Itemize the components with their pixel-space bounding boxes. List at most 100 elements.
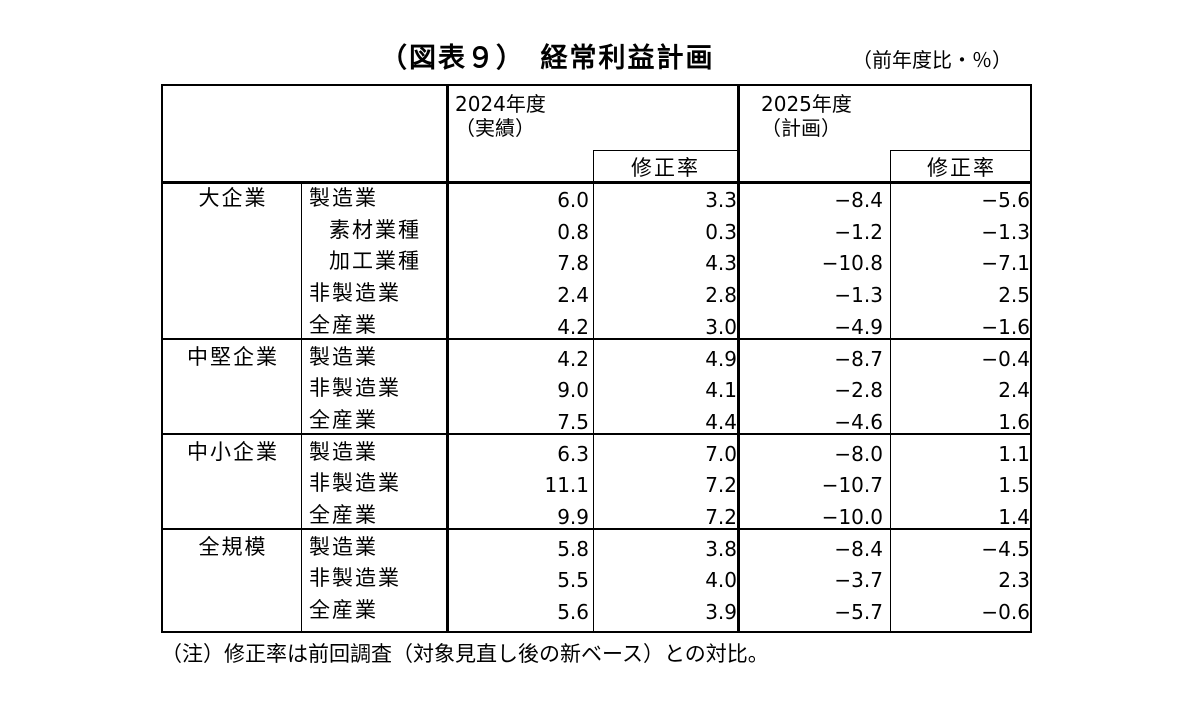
cell-fy2024-value: 6.3 [557, 441, 589, 466]
table-row: 全産業 4.2 3.0 −4.9 −1.6 [163, 310, 1030, 341]
row-industry-label: 非製造業 [309, 376, 401, 401]
row-industry-label: 製造業 [309, 534, 378, 559]
cell-fy2025-revision: −0.6 [981, 600, 1030, 625]
cell-fy2025-revision: −0.4 [981, 346, 1030, 371]
cell-fy2025-value: −1.2 [834, 219, 883, 244]
table-row: 全規模 製造業 5.8 3.8 −8.4 −4.5 [163, 532, 1031, 563]
divider-label-2024 [446, 86, 449, 631]
cell-fy2025-revision: 1.5 [998, 473, 1030, 498]
table-row: 全産業 7.5 4.4 −4.6 1.6 [163, 405, 1030, 436]
divider-header-body [163, 181, 1030, 184]
cell-fy2025-revision: 2.3 [998, 568, 1030, 593]
cell-fy2024-value: 6.0 [557, 188, 589, 212]
row-industry-label: 加工業種 [329, 249, 421, 274]
cell-fy2025-revision: −1.3 [981, 219, 1030, 244]
cell-fy2024-revision: 7.0 [705, 441, 737, 466]
row-industry-label: 全産業 [309, 503, 378, 527]
row-industry-label: 非製造業 [309, 471, 401, 496]
cell-fy2024-value: 5.8 [557, 536, 589, 561]
row-group-label: 中小企業 [187, 439, 279, 464]
table-row: 中堅企業 製造業 4.2 4.9 −8.7 −0.4 [163, 342, 1030, 373]
cell-fy2025-revision: −5.6 [981, 188, 1030, 212]
cell-fy2024-revision: 4.9 [705, 346, 737, 371]
cell-fy2024-revision: 0.3 [705, 219, 737, 244]
cell-fy2025-value: −2.8 [834, 378, 883, 403]
divider-group-mid [163, 433, 1030, 435]
divider-2024-rev [593, 150, 594, 631]
cell-fy2024-value: 7.5 [557, 409, 589, 434]
unit-label: （前年度比・％） [852, 48, 1012, 72]
cell-fy2024-revision: 7.2 [705, 505, 737, 529]
cell-fy2025-value: −5.7 [834, 600, 883, 625]
cell-fy2024-value: 7.8 [557, 251, 589, 276]
cell-fy2025-value: −4.6 [834, 409, 883, 434]
cell-fy2024-revision: 3.9 [705, 600, 737, 625]
table-row: 中小企業 製造業 6.3 7.0 −8.0 1.1 [163, 437, 1030, 468]
divider-group-label [301, 183, 302, 631]
row-group-label: 全規模 [198, 534, 268, 559]
profit-plan-table: 2024年度 （実績） 2025年度 （計画） 修正率 修正率 大企業 製造業 6.… [161, 84, 1032, 633]
table-row: 非製造業 5.5 4.0 −3.7 2.3 [163, 563, 1030, 594]
row-group-label: 中堅企業 [187, 344, 279, 369]
cell-fy2024-revision: 2.8 [705, 283, 737, 308]
cell-fy2025-revision: −7.1 [981, 251, 1030, 276]
cell-fy2024-revision: 3.0 [705, 314, 737, 339]
row-industry-label: 全産業 [309, 598, 378, 623]
cell-fy2024-value: 0.8 [557, 219, 589, 244]
divider-rev-header-2024 [593, 150, 738, 151]
row-industry-label: 全産業 [309, 312, 378, 337]
cell-fy2024-revision: 3.3 [705, 188, 737, 212]
cell-fy2025-value: −10.7 [821, 473, 883, 498]
cell-fy2025-revision: 2.4 [998, 378, 1030, 403]
divider-rev-header-2025 [890, 150, 1030, 151]
cell-fy2025-value: −10.0 [821, 505, 883, 529]
cell-fy2024-value: 5.5 [557, 568, 589, 593]
cell-fy2025-value: −8.0 [834, 441, 883, 466]
cell-fy2025-value: −3.7 [834, 568, 883, 593]
cell-fy2024-value: 4.2 [557, 314, 589, 339]
header-fy2024-year: 2024年度 [455, 92, 546, 116]
table-row: 大企業 製造業 6.0 3.3 −8.4 −5.6 [163, 183, 1031, 214]
cell-fy2025-value: −1.3 [834, 283, 883, 308]
table-row: 加工業種 7.8 4.3 −10.8 −7.1 [163, 246, 1030, 277]
row-group-label: 大企業 [198, 186, 268, 210]
cell-fy2025-value: −10.8 [821, 251, 883, 276]
table-row: 非製造業 11.1 7.2 −10.7 1.5 [163, 468, 1030, 499]
cell-fy2025-revision: 1.6 [998, 409, 1030, 434]
cell-fy2024-value: 9.0 [557, 378, 589, 403]
header-fy2024-actual: （実績） [455, 116, 535, 140]
divider-group-small [163, 528, 1030, 530]
cell-fy2025-revision: 1.4 [998, 505, 1030, 529]
row-industry-label: 素材業種 [329, 217, 421, 242]
cell-fy2024-value: 5.6 [557, 600, 589, 625]
header-fy2025: 2025年度 （計画） [761, 92, 852, 140]
table-row: 全産業 9.9 7.2 −10.0 1.4 [163, 500, 1030, 531]
cell-fy2024-value: 11.1 [544, 473, 589, 498]
row-industry-label: 製造業 [309, 344, 378, 369]
cell-fy2024-revision: 4.4 [705, 409, 737, 434]
cell-fy2024-revision: 4.1 [705, 378, 737, 403]
cell-fy2025-value: −8.4 [834, 536, 883, 561]
cell-fy2024-value: 4.2 [557, 346, 589, 371]
row-industry-label: 非製造業 [309, 281, 401, 306]
cell-fy2025-revision: −1.6 [981, 314, 1030, 339]
table-row: 非製造業 2.4 2.8 −1.3 2.5 [163, 278, 1030, 309]
row-industry-label: 全産業 [309, 407, 378, 432]
cell-fy2025-revision: 2.5 [998, 283, 1030, 308]
table-row: 全産業 5.6 3.9 −5.7 −0.6 [163, 595, 1030, 626]
cell-fy2025-value: −8.4 [834, 188, 883, 212]
table-row: 非製造業 9.0 4.1 −2.8 2.4 [163, 373, 1030, 404]
header-revision-2024: 修正率 [631, 156, 700, 180]
divider-2025-rev [890, 150, 891, 631]
page-title: （図表９） 経常利益計画 [380, 43, 715, 74]
header-fy2024: 2024年度 （実績） [455, 92, 546, 140]
header-fy2025-plan: （計画） [761, 116, 841, 140]
divider-2024-2025 [737, 86, 740, 631]
cell-fy2024-revision: 7.2 [705, 473, 737, 498]
table-row: 素材業種 0.8 0.3 −1.2 −1.3 [163, 215, 1030, 246]
divider-group-large [163, 338, 1030, 340]
footnote: （注）修正率は前回調査（対象見直し後の新ベース）との対比。 [161, 642, 769, 666]
cell-fy2024-value: 9.9 [557, 505, 589, 529]
cell-fy2024-value: 2.4 [557, 283, 589, 308]
header-fy2025-year: 2025年度 [761, 92, 852, 116]
